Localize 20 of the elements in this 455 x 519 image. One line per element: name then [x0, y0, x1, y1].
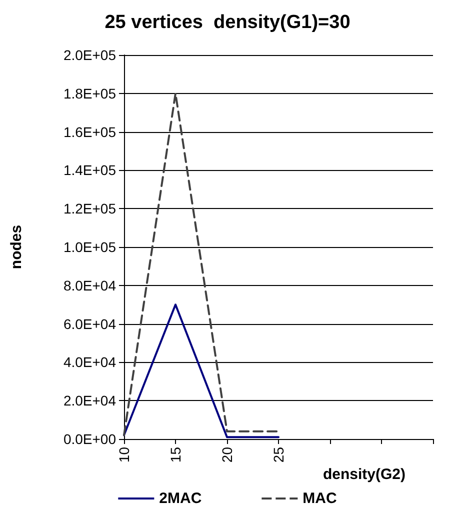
x-tick-label: 20	[219, 446, 235, 463]
y-tick-label: 6.0E+04	[63, 316, 116, 332]
y-tick-label: 0.0E+00	[63, 431, 116, 447]
y-tick-label: 1.8E+05	[63, 85, 116, 102]
y-tick-label: 1.6E+05	[63, 124, 116, 140]
x-tick-label: 25	[270, 446, 286, 463]
legend-label: 2MAC	[159, 490, 202, 507]
y-tick-label: 1.2E+05	[63, 200, 116, 217]
x-tick-label: 10	[116, 446, 132, 463]
y-tick-label: 1.4E+05	[63, 162, 116, 178]
y-tick-label: 4.0E+04	[63, 354, 116, 370]
y-tick-label: 8.0E+04	[63, 277, 116, 294]
y-tick-label: 1.0E+05	[63, 239, 116, 255]
x-axis-title: density(G2)	[323, 466, 406, 483]
chart-title: 25 vertices density(G1)=30	[104, 12, 350, 33]
x-tick-label: 15	[168, 446, 184, 463]
y-tick-label: 2.0E+05	[63, 47, 116, 63]
legend-label: MAC	[302, 490, 337, 507]
y-axis-title: nodes	[8, 224, 25, 270]
y-tick-label: 2.0E+04	[63, 392, 116, 409]
